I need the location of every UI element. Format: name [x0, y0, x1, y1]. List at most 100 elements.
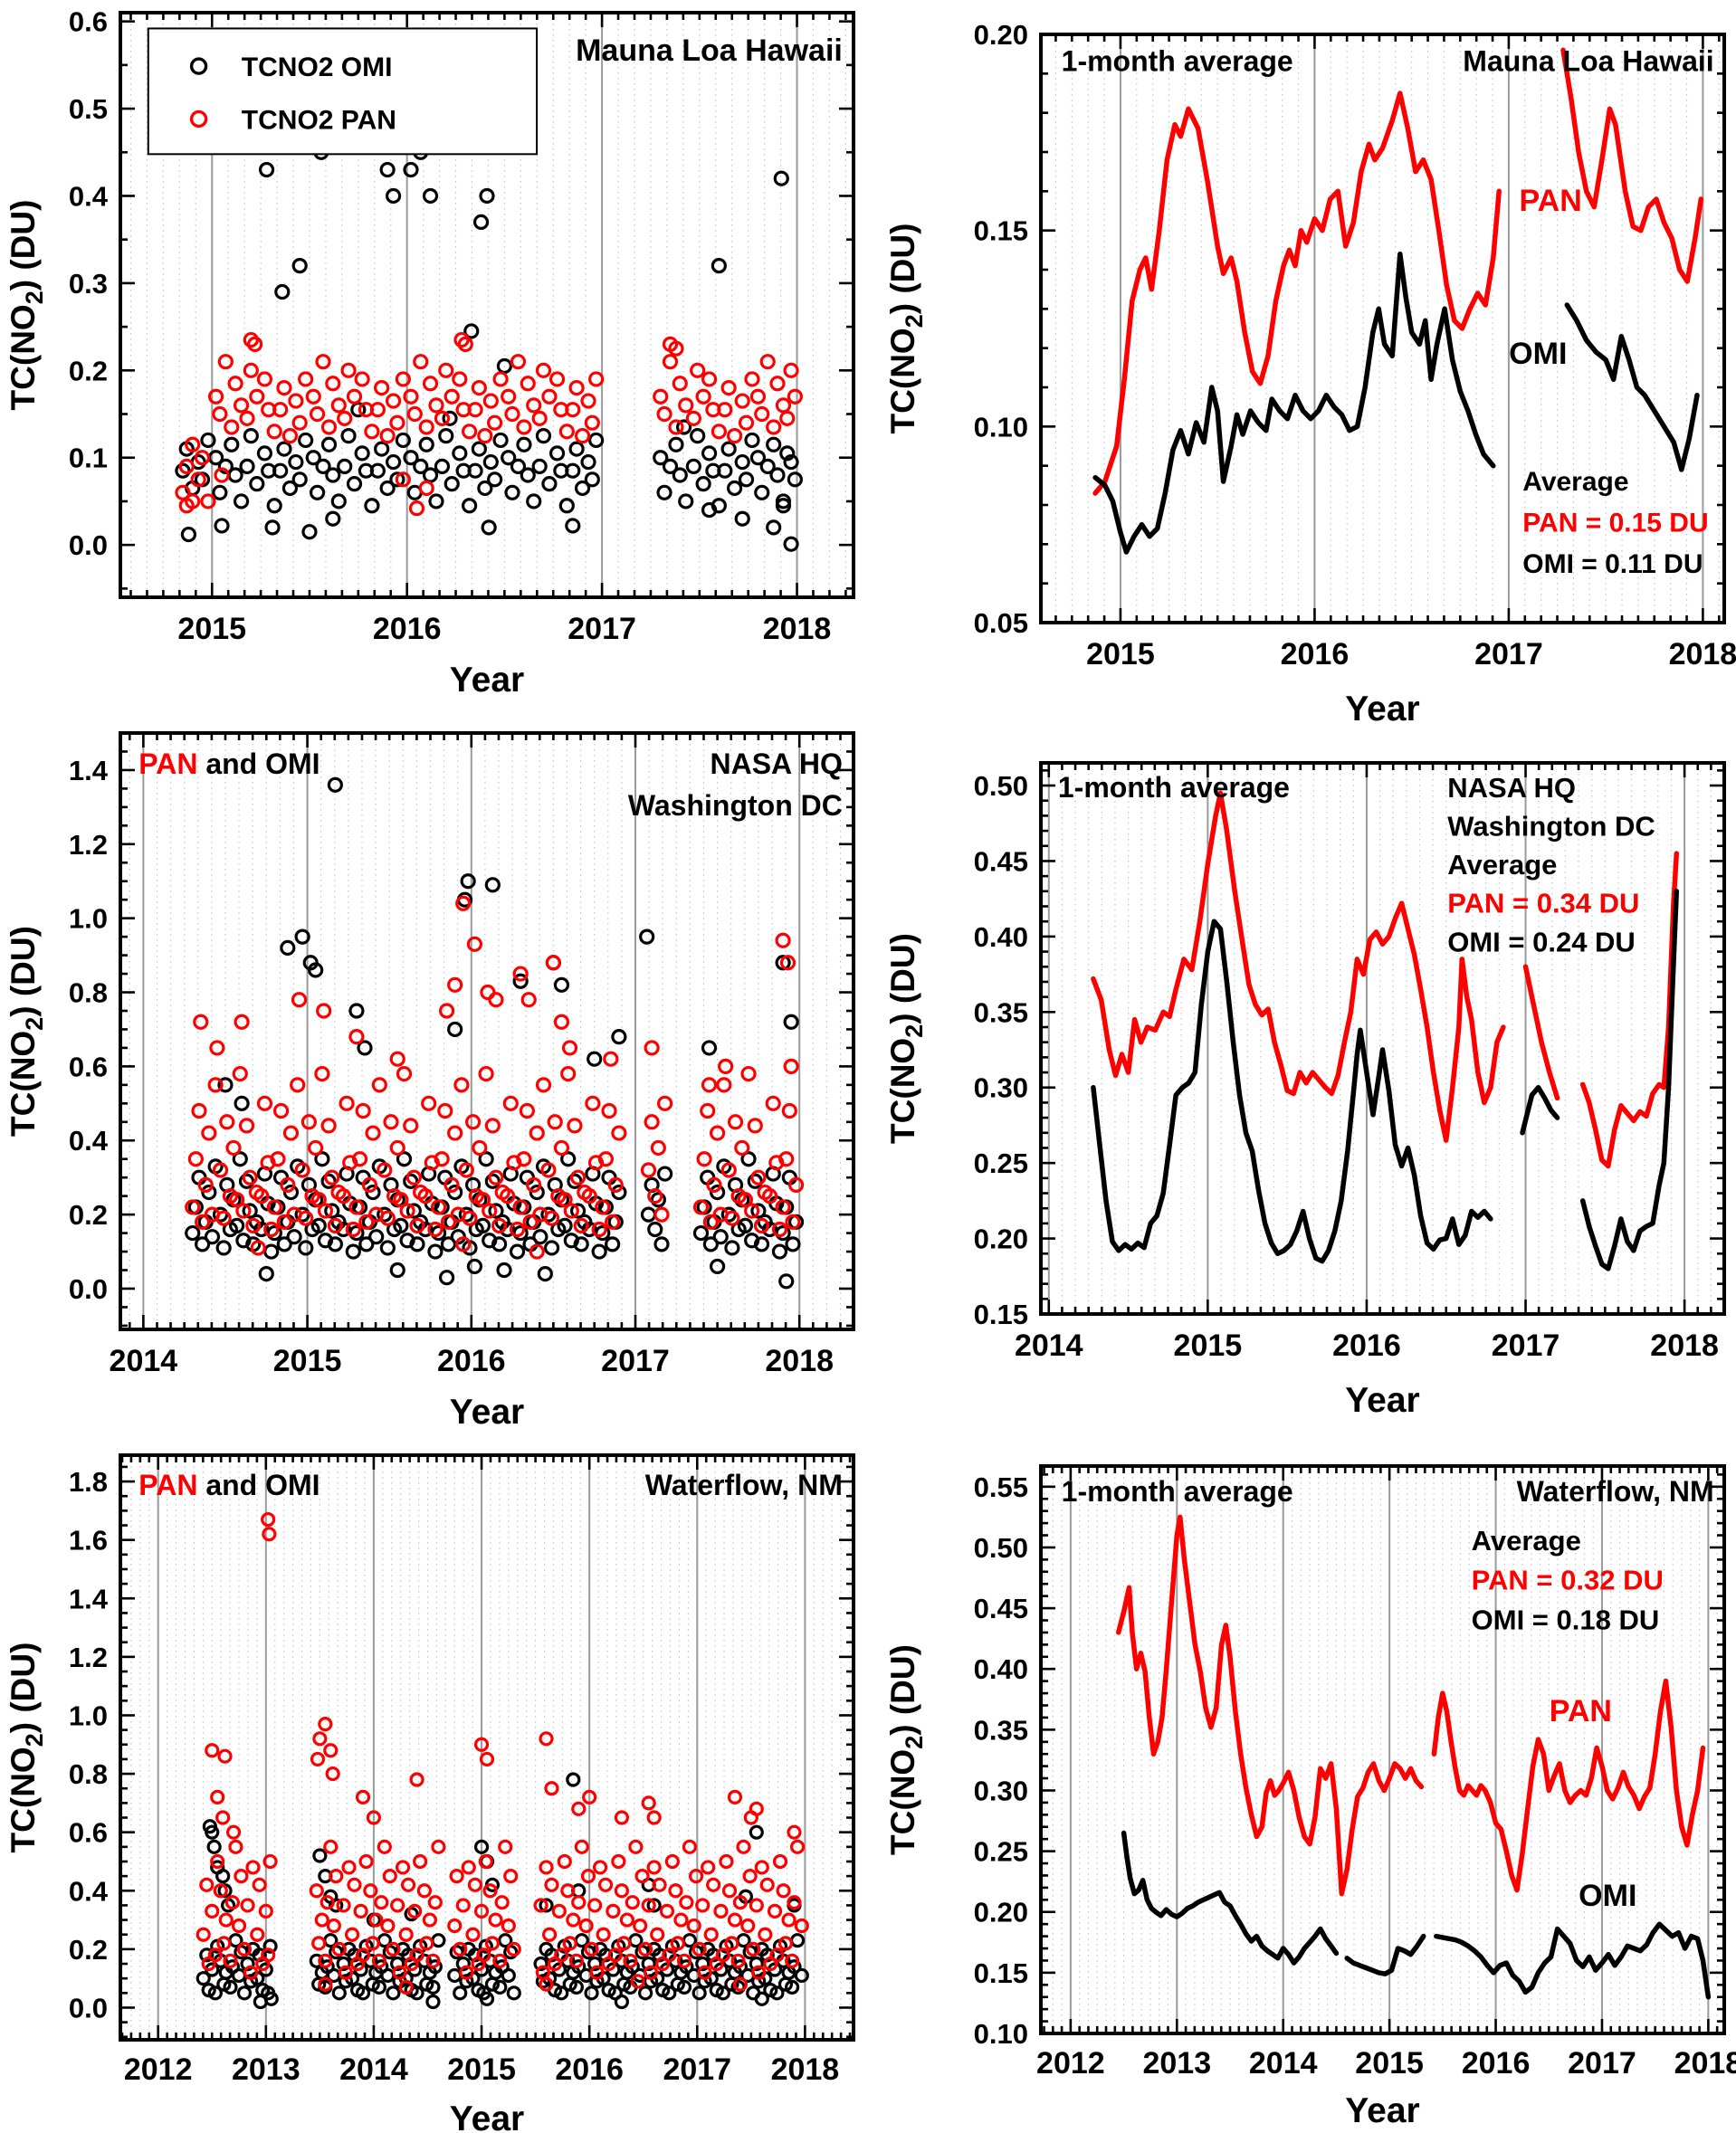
- y-tick-label: 0.40: [974, 1653, 1028, 1685]
- x-tick-label: 2015: [1086, 637, 1155, 671]
- annotation: Mauna Loa Hawaii: [1463, 44, 1713, 77]
- x-tick-label: 2017: [663, 2052, 731, 2087]
- x-tick-label: 2016: [373, 612, 442, 646]
- y-tick-label: 0.0: [69, 1273, 108, 1305]
- x-axis-title: Year: [1345, 690, 1419, 728]
- y-tick-label: 0.0: [69, 1992, 108, 2023]
- y-tick-label: 0.35: [974, 996, 1028, 1028]
- y-tick-label: 1.2: [69, 829, 108, 861]
- y-tick-label: 0.2: [69, 1199, 108, 1231]
- annotation: NASA HQ: [1447, 772, 1576, 804]
- annotation: OMI = 0.24 DU: [1447, 926, 1636, 957]
- y-tick-label: 0.50: [974, 770, 1028, 802]
- annotation: PAN = 0.15 DU: [1522, 508, 1708, 538]
- y-axis-title: TC(NO2) (DU): [884, 1644, 928, 1855]
- x-axis-title: Year: [1345, 1381, 1419, 1420]
- x-axis-title: Year: [1345, 2091, 1419, 2130]
- series-omi: [196, 1772, 809, 2010]
- y-tick-label: 0.10: [974, 2018, 1028, 2050]
- series-omi: [1121, 1830, 1712, 2000]
- y-axis-title: TC(NO2) (DU): [5, 200, 48, 411]
- x-tick-label: 2014: [1015, 1328, 1083, 1363]
- series-layer: [185, 776, 805, 1290]
- y-tick-label: 0.6: [69, 6, 108, 38]
- y-tick-label: 0.8: [69, 1758, 108, 1790]
- panel-mauna-loa-monthly: 2015 2016 2017 2018 0.05 0.10 0.15 0.20 Year TC(N…: [884, 19, 1736, 728]
- annotation: PAN = 0.34 DU: [1447, 888, 1639, 919]
- annotation: NASA HQ: [710, 748, 842, 780]
- series-tcno2-pan: [175, 331, 803, 517]
- series-pan: [1091, 790, 1680, 1169]
- annotation: PAN and OMI: [138, 1469, 320, 1501]
- tick-labels: 2015 2016 2017 2018 0.05 0.10 0.15 0.20: [974, 19, 1736, 671]
- annotation: Average: [1472, 1525, 1581, 1557]
- y-tick-label: 0.4: [69, 1875, 109, 1907]
- annotation: Waterflow, NM: [645, 1469, 843, 1501]
- annotation: PAN: [1520, 184, 1582, 218]
- annotation: 1-month average: [1058, 771, 1290, 804]
- x-tick-label: 2016: [1332, 1328, 1401, 1363]
- y-tick-label: 1.0: [69, 1700, 108, 1731]
- y-axis-title: TC(NO2) (DU): [5, 926, 48, 1137]
- x-tick-label: 2018: [765, 1344, 834, 1378]
- y-tick-label: 0.45: [974, 845, 1028, 877]
- panel-mauna-loa-daily: 2015 2016 2017 2018 0.0 0.1 0.2 0.3 0.4 0.5 0.6 Yea…: [5, 6, 855, 700]
- x-axis-title: Year: [450, 661, 524, 700]
- legend-label: TCNO2 PAN: [242, 105, 396, 135]
- legend-marker: [189, 57, 208, 75]
- y-tick-label: 0.05: [974, 607, 1028, 639]
- annotation: 1-month average: [1062, 44, 1293, 77]
- y-tick-label: 0.15: [974, 215, 1028, 247]
- x-tick-label: 2015: [273, 1344, 342, 1378]
- x-axis-title: Year: [450, 1393, 524, 1432]
- x-tick-label: 2018: [763, 612, 832, 646]
- x-tick-label: 2017: [1474, 637, 1543, 671]
- x-tick-label: 2016: [1281, 637, 1350, 671]
- y-tick-label: 0.15: [974, 1957, 1028, 1989]
- plot-frame: [119, 1453, 855, 2042]
- annotation: PAN and OMI: [138, 748, 320, 780]
- y-axis-title: TC(NO2) (DU): [5, 1643, 48, 1853]
- y-tick-label: 0.2: [69, 1934, 108, 1966]
- y-tick-label: 1.6: [69, 1525, 108, 1557]
- annotation: Washington DC: [1447, 810, 1655, 842]
- y-tick-label: 0.0: [69, 529, 108, 561]
- annotation: 1-month average: [1062, 1475, 1293, 1508]
- y-tick-label: 0.30: [974, 1775, 1028, 1806]
- series-omi: [1091, 889, 1680, 1271]
- annotation: OMI = 0.18 DU: [1472, 1605, 1660, 1636]
- y-tick-label: 1.4: [69, 1583, 109, 1614]
- x-tick-label: 2014: [110, 1344, 178, 1378]
- y-tick-label: 0.6: [69, 1817, 108, 1849]
- x-tick-label: 2017: [1492, 1328, 1560, 1363]
- y-tick-label: 0.55: [974, 1471, 1028, 1503]
- plot-frame: [1039, 761, 1726, 1316]
- x-tick-label: 2013: [1142, 2046, 1211, 2081]
- y-tick-label: 0.6: [69, 1051, 108, 1082]
- y-tick-label: 0.45: [974, 1593, 1028, 1624]
- y-axis-title: TC(NO2) (DU): [884, 224, 928, 434]
- annotation: OMI = 0.11 DU: [1522, 549, 1703, 579]
- y-tick-label: 0.20: [974, 1224, 1028, 1255]
- x-tick-label: 2012: [124, 2052, 193, 2087]
- y-tick-label: 1.4: [69, 755, 109, 786]
- x-tick-label: 2014: [339, 2052, 408, 2087]
- annotation: Average: [1522, 467, 1628, 497]
- series-layer: [1115, 1514, 1712, 2000]
- y-tick-label: 1.0: [69, 903, 108, 935]
- legend-label: TCNO2 OMI: [242, 52, 393, 82]
- y-tick-label: 0.20: [974, 1897, 1028, 1928]
- plot-frame: [1039, 1464, 1726, 2035]
- x-tick-label: 2018: [771, 2052, 840, 2087]
- x-tick-label: 2015: [447, 2052, 516, 2087]
- series-layer: [1092, 47, 1704, 555]
- y-tick-label: 0.10: [974, 411, 1028, 443]
- x-tick-label: 2012: [1036, 2046, 1105, 2081]
- legend-marker: [189, 110, 208, 129]
- plot-frame: [1039, 33, 1726, 624]
- y-axis-title: TC(NO2) (DU): [884, 933, 928, 1144]
- y-tick-label: 0.4: [69, 180, 109, 212]
- y-tick-label: 0.4: [69, 1125, 109, 1157]
- y-tick-label: 0.40: [974, 921, 1028, 953]
